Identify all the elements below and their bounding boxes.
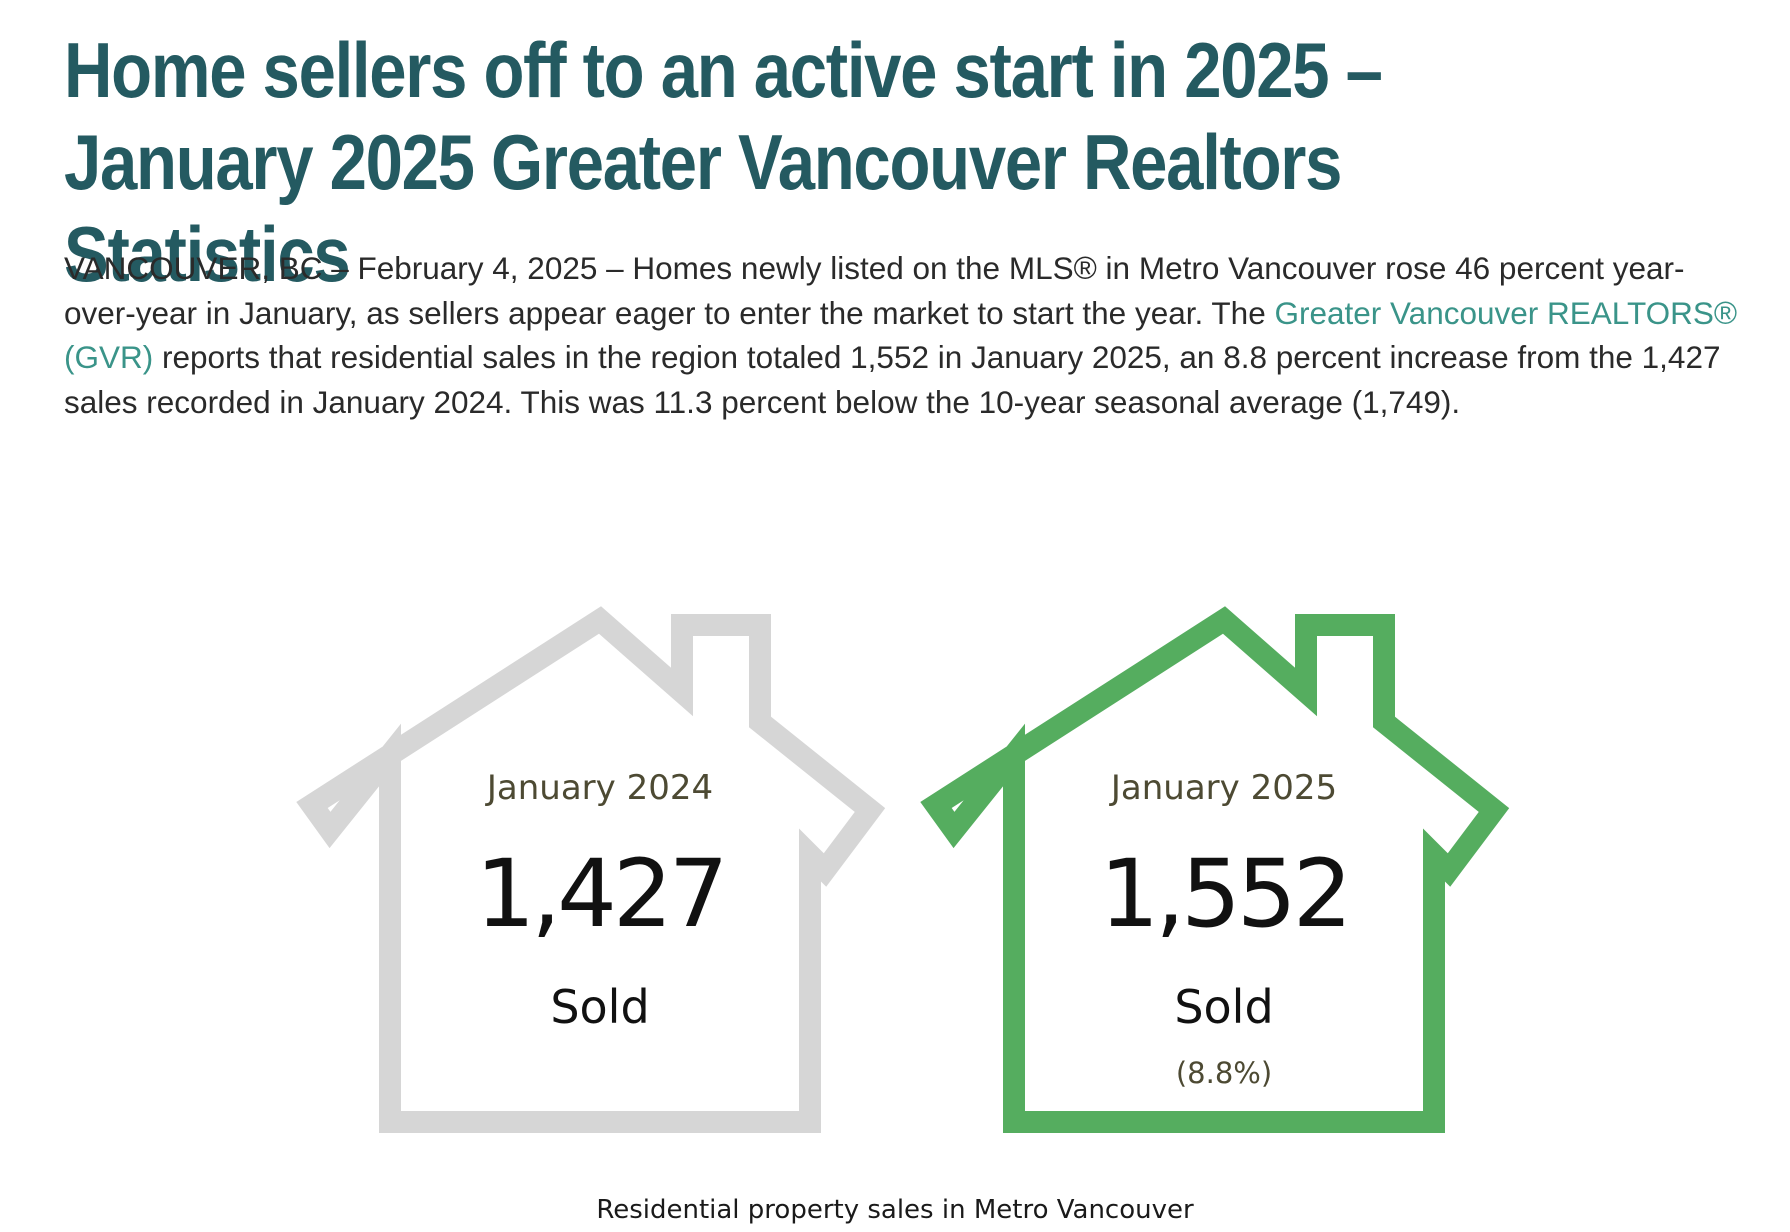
house-2024-sold: Sold — [550, 980, 650, 1034]
house-2025-sold: Sold — [1174, 980, 1274, 1034]
house-2024-value: 1,427 — [475, 840, 728, 949]
house-outlines — [296, 606, 1510, 1133]
sales-infographic: January 2024 1,427 Sold January 2025 1,5… — [0, 600, 1790, 1232]
house-outline-2025 — [920, 606, 1510, 1133]
house-2024-label: January 2024 — [486, 768, 714, 808]
house-2025-label: January 2025 — [1110, 768, 1338, 808]
house-2025-change: (8.8%) — [1175, 1056, 1273, 1090]
gvr-link[interactable]: Greater Vancouver REALTORS® (GVR) — [64, 294, 1738, 376]
infographic-caption: Residential property sales in Metro Vanc… — [596, 1195, 1194, 1225]
house-outline-2024 — [296, 606, 886, 1133]
article-headline: Home sellers off to an active start in 2… — [64, 26, 1383, 298]
lede-text-end: reports that residential sales in the re… — [64, 339, 1721, 420]
house-2025-value: 1,552 — [1099, 840, 1352, 949]
lede-text-start: VANCOUVER, BC – February 4, 2025 – Homes… — [64, 250, 1685, 331]
article-lede: VANCOUVER, BC – February 4, 2025 – Homes… — [64, 246, 1744, 424]
